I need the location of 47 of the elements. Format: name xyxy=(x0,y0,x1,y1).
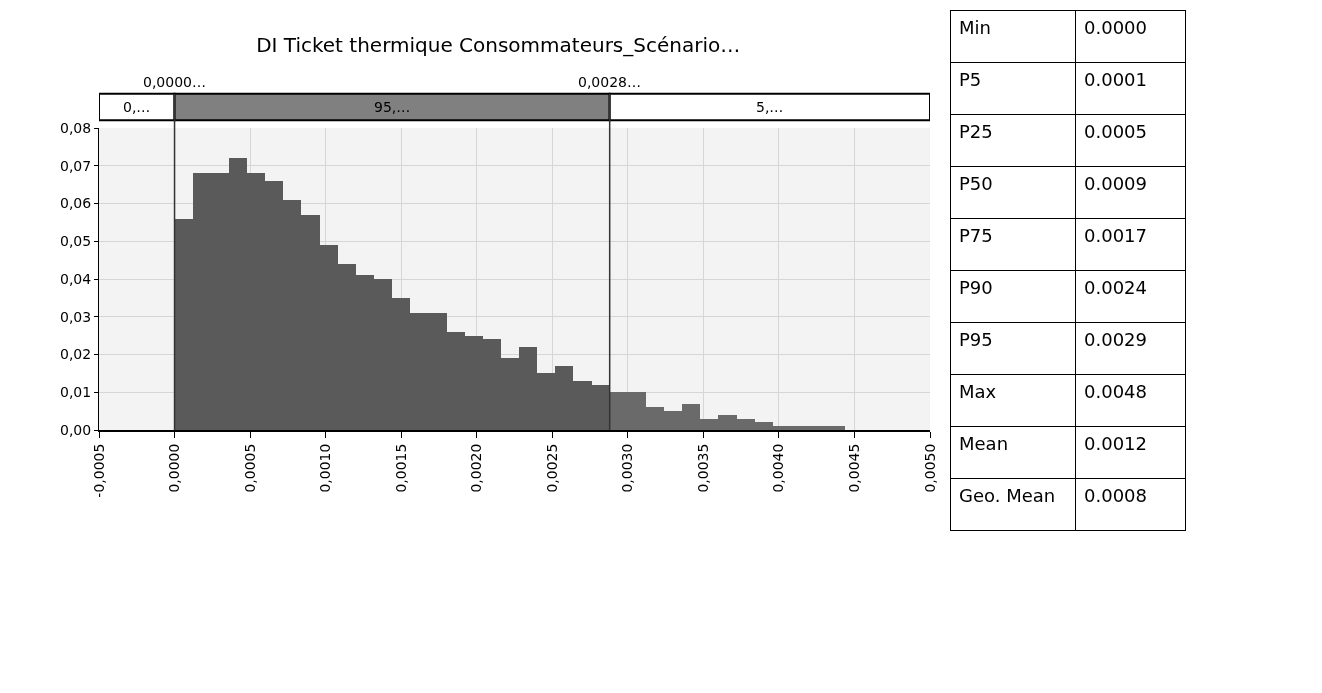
x-tick-label: -0,0005 xyxy=(90,443,107,498)
text: 0,… xyxy=(123,99,151,115)
x-tick-label: 0,0035 xyxy=(694,443,711,493)
text: P25 xyxy=(950,114,1076,167)
text: 0.0001 xyxy=(1075,62,1186,115)
ref-line-label: 0,0000… xyxy=(143,74,206,90)
y-tick-label: 0,06 xyxy=(60,195,92,212)
x-tick-label: 0,0045 xyxy=(846,443,862,493)
x-tick-label: 0,0030 xyxy=(619,443,636,493)
text: P90 xyxy=(950,270,1076,323)
x-tick-label: 0,0020 xyxy=(468,443,485,493)
text: 0.0005 xyxy=(1075,114,1186,167)
y-tick-label: 0,03 xyxy=(60,308,92,325)
text: 0.0000 xyxy=(1075,10,1186,63)
x-tick-label: 0,0005 xyxy=(241,443,258,493)
y-tick-label: 0,00 xyxy=(60,421,92,438)
text: 0.0009 xyxy=(1075,166,1186,219)
y-tick-label: 0,04 xyxy=(60,270,92,287)
x-tick-label: 0,0015 xyxy=(392,443,409,493)
x-tick-label: 0,0040 xyxy=(770,443,787,493)
text: 0.0012 xyxy=(1075,426,1186,479)
text: 0.0017 xyxy=(1075,218,1186,271)
text: Mean xyxy=(950,426,1076,479)
text: P75 xyxy=(950,218,1076,271)
y-tick-label: 0,02 xyxy=(60,346,92,363)
x-tick-label: 0,0025 xyxy=(543,443,560,493)
text: 0.0008 xyxy=(1075,478,1186,531)
x-tick-label: 0,0000 xyxy=(166,443,183,493)
text: P50 xyxy=(950,166,1076,219)
ref-line-label: 0,0028… xyxy=(578,74,641,90)
y-tick-label: 0,01 xyxy=(60,384,92,401)
text: 5,… xyxy=(756,99,784,115)
x-tick-label: 0,0050 xyxy=(921,443,938,493)
y-tick-label: 0,07 xyxy=(60,157,92,174)
text: Max xyxy=(950,374,1076,427)
text: 0.0048 xyxy=(1075,374,1186,427)
text: P5 xyxy=(950,62,1076,115)
text: Min xyxy=(950,10,1076,63)
text: 0.0029 xyxy=(1075,322,1186,375)
text: 95,… xyxy=(374,99,411,115)
text: P95 xyxy=(950,322,1076,375)
text: Geo. Mean xyxy=(950,478,1076,531)
y-tick-label: 0,05 xyxy=(60,233,92,250)
chart-title: DI Ticket thermique Consommateurs_Scénario… xyxy=(256,33,741,58)
text: 0.0024 xyxy=(1075,270,1186,323)
x-tick-label: 0,0010 xyxy=(317,443,334,493)
y-tick-label: 0,08 xyxy=(60,119,92,136)
